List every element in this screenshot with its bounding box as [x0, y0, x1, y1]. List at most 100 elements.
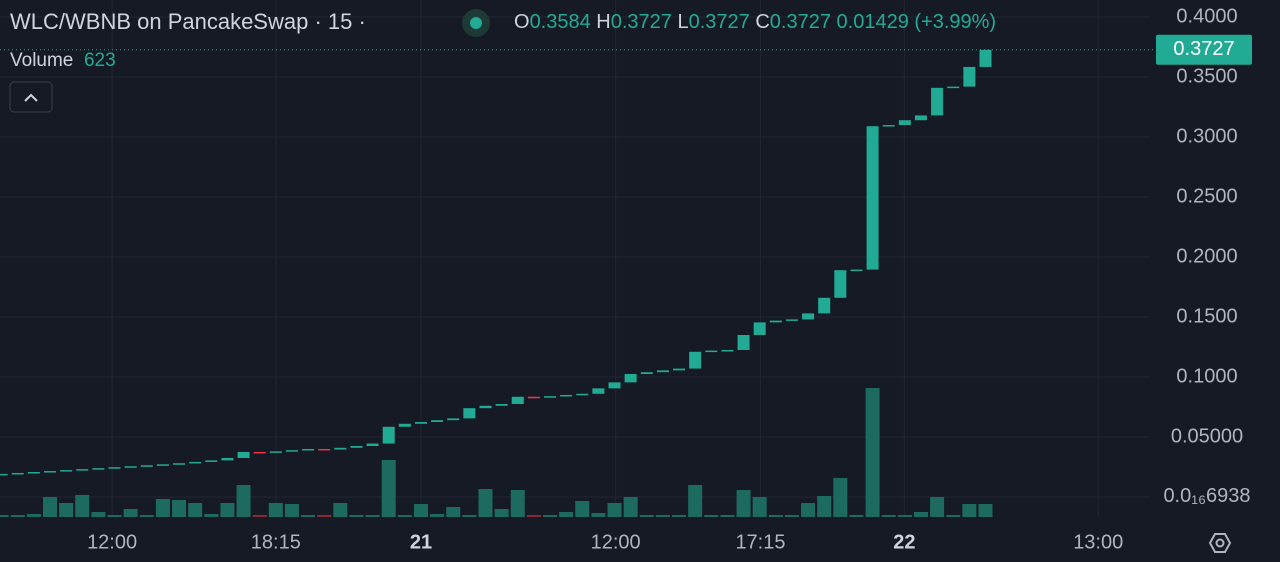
volume-bar — [559, 512, 574, 517]
candle-body — [205, 460, 218, 462]
candle-body — [576, 393, 589, 396]
volume-bar — [575, 501, 590, 517]
volume-bar — [139, 515, 154, 517]
volume-bar — [768, 515, 783, 517]
y-tick-label: 0.05000 — [1171, 425, 1243, 447]
candle-body — [544, 396, 556, 398]
volume-bar — [623, 497, 638, 517]
volume-bar — [865, 388, 880, 517]
candle-body — [44, 471, 56, 473]
volume-bar — [526, 515, 541, 517]
volume-bar — [284, 504, 299, 517]
volume-bar — [655, 515, 670, 517]
collapse-button[interactable] — [9, 81, 53, 113]
volume-bar — [381, 460, 396, 517]
candle-body — [705, 350, 718, 353]
candle-body — [479, 405, 492, 409]
y-tick-label: 0.2000 — [1176, 245, 1237, 267]
volume-bar — [301, 515, 316, 517]
volume-bar — [107, 515, 122, 517]
settings-icon[interactable] — [1208, 533, 1232, 553]
y-tick-label: 0.3500 — [1176, 65, 1237, 87]
volume-bar — [897, 515, 912, 517]
candle-body — [350, 445, 363, 448]
volume-bar — [349, 515, 364, 517]
candle-body — [398, 423, 411, 427]
candle-body — [802, 313, 815, 320]
last-price-box — [1156, 34, 1252, 65]
volume-label: Volume — [10, 50, 74, 71]
volume-legend: Volume 623 — [10, 50, 116, 72]
legend-value: 0.3584 — [529, 11, 591, 33]
volume-bar — [365, 515, 380, 517]
y-tick-label: 0.2500 — [1176, 185, 1237, 207]
volume-bar — [946, 515, 961, 517]
live-dot — [470, 17, 482, 29]
candle-body — [640, 372, 653, 374]
candle-body — [511, 396, 524, 404]
volume-value: 623 — [83, 50, 116, 71]
volume-bar — [978, 504, 993, 517]
candle-body — [253, 451, 266, 454]
candle-body — [463, 408, 476, 419]
candle-body — [92, 468, 105, 470]
volume-bar — [930, 497, 945, 517]
candle-body — [60, 470, 73, 472]
volume-bar — [188, 503, 203, 517]
x-tick-label: 12:00 — [591, 531, 641, 553]
volume-bar — [123, 509, 138, 517]
candle-body — [221, 457, 234, 461]
candle-body — [173, 463, 186, 465]
volume-bar — [752, 497, 767, 517]
volume-bar — [397, 515, 412, 517]
chart-title: WLC/WBNB on PancakeSwap · 15 · — [10, 9, 366, 34]
ohlc-legend: O0.3584 H0.3727 L0.3727 C0.3727 0.01429 … — [514, 11, 996, 34]
volume-bar — [59, 503, 74, 517]
volume-bar — [672, 515, 687, 517]
volume-bar — [252, 515, 267, 517]
candle-body — [189, 461, 202, 464]
candle-body — [721, 349, 734, 352]
legend-label: L — [677, 11, 689, 33]
candle-body — [269, 451, 282, 453]
legend-value: 0.3727 — [610, 11, 672, 33]
candle-body — [495, 403, 508, 406]
volume-bar — [430, 514, 445, 517]
candle-body — [608, 382, 621, 389]
candle-body — [414, 421, 427, 424]
legend-label: O — [514, 11, 530, 33]
candle-body — [447, 418, 460, 421]
volume-bar — [10, 515, 25, 517]
candle-body — [898, 120, 911, 126]
volume-bar — [881, 515, 896, 517]
volume-bar — [784, 515, 799, 517]
candle-body — [11, 472, 24, 475]
candle-body — [124, 466, 137, 468]
y-tick-label: 0.0₁₆6938 — [1163, 485, 1250, 507]
candle-body — [27, 472, 40, 474]
legend-change: 0.01429 (+3.99%) — [836, 11, 997, 33]
legend-label: C — [755, 11, 770, 33]
volume-bar — [607, 503, 622, 517]
candle-body — [834, 270, 847, 298]
volume-bar — [720, 515, 735, 517]
y-tick-label: 0.3000 — [1176, 125, 1237, 147]
candle-body — [366, 443, 379, 446]
candle-body — [285, 450, 298, 452]
candle-body — [108, 467, 121, 469]
volume-bar — [801, 503, 816, 517]
volume-bar — [0, 515, 9, 517]
candle-body — [624, 373, 637, 383]
candle-body — [931, 87, 944, 116]
collapse-icon — [24, 93, 38, 102]
volume-bar — [510, 490, 525, 517]
candle-body — [431, 420, 444, 422]
candle-body — [850, 269, 863, 272]
candle-body — [560, 394, 573, 397]
candle-body — [140, 465, 153, 467]
volume-bar — [462, 515, 477, 517]
candle-body — [947, 86, 960, 89]
legend-value: 0.3727 — [769, 11, 831, 33]
last-price-label: 0.3727 — [1173, 38, 1234, 60]
